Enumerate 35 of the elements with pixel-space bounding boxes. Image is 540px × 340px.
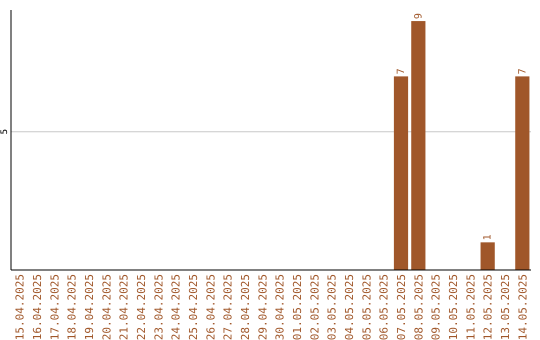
x-tick-label: 10.05.2025	[447, 274, 460, 340]
x-tick-label: 28.04.2025	[239, 274, 252, 340]
x-tick-label: 25.04.2025	[187, 274, 200, 340]
x-tick-label: 13.05.2025	[499, 274, 512, 340]
x-tick-label: 19.04.2025	[83, 274, 96, 340]
x-tick-label: 03.05.2025	[326, 274, 339, 340]
x-tick-label: 24.04.2025	[170, 274, 183, 340]
x-tick-label: 14.05.2025	[516, 274, 530, 340]
data-label: 1	[482, 234, 494, 240]
x-tick-label: 06.05.2025	[378, 274, 391, 340]
x-tick-label: 30.04.2025	[274, 274, 287, 340]
x-tick-label: 02.05.2025	[308, 274, 322, 340]
x-tick-label: 29.04.2025	[256, 274, 270, 340]
x-tick-label: 23.04.2025	[152, 274, 166, 340]
x-tick-label: 05.05.2025	[360, 274, 374, 340]
x-tick-label: 21.04.2025	[118, 274, 131, 340]
x-tick-label: 04.05.2025	[343, 274, 356, 340]
x-tick-label: 26.04.2025	[204, 274, 218, 340]
x-tick-label: 20.04.2025	[100, 274, 114, 340]
x-tick-label: 22.04.2025	[135, 274, 148, 340]
x-tick-label: 18.04.2025	[66, 274, 79, 340]
x-tick-label: 09.05.2025	[430, 274, 443, 340]
data-label: 9	[413, 13, 424, 20]
x-tick-label: 27.04.2025	[222, 274, 235, 340]
data-label: 7	[517, 68, 528, 74]
x-tick-label: 17.04.2025	[48, 274, 62, 340]
data-label: 7	[396, 68, 407, 74]
x-tick-label: 01.05.2025	[291, 274, 304, 340]
x-tick-label: 08.05.2025	[412, 274, 426, 340]
x-tick-label: 07.05.2025	[395, 274, 408, 340]
x-tick-label: 16.04.2025	[31, 274, 44, 340]
x-tick-label: 15.04.2025	[14, 274, 27, 340]
ref-line-label: 5	[0, 128, 10, 134]
x-tick-label: 12.05.2025	[482, 274, 495, 340]
x-tick-label: 11.05.2025	[464, 274, 478, 340]
